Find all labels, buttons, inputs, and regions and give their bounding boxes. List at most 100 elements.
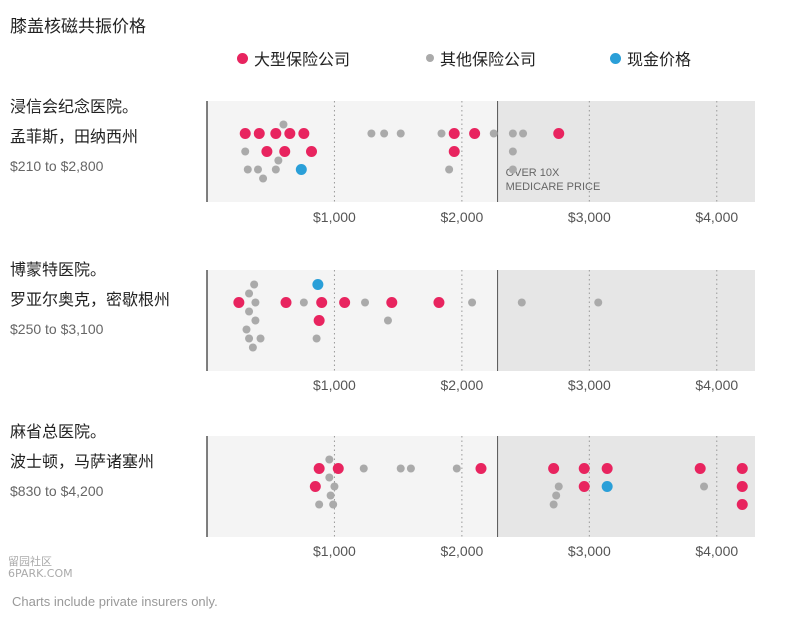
hospital-location: 孟菲斯，田纳西州 — [10, 127, 139, 146]
data-point-other — [489, 129, 498, 138]
data-point-large — [261, 146, 273, 157]
data-point-other — [241, 147, 250, 156]
x-tick-label: $3,000 — [568, 377, 611, 393]
data-point-cash — [312, 279, 324, 290]
data-point-large — [316, 297, 328, 308]
x-tick-label: $1,000 — [313, 209, 356, 225]
data-point-other — [700, 482, 709, 491]
data-point-large — [736, 463, 748, 474]
data-point-large — [239, 128, 251, 139]
x-tick-label: $4,000 — [695, 209, 738, 225]
data-point-large — [298, 128, 310, 139]
data-point-other — [245, 334, 254, 343]
legend-item-other-insurers: 其他保险公司 — [426, 46, 536, 70]
data-point-other — [359, 464, 368, 473]
legend-item-large-insurers: 大型保险公司 — [237, 46, 350, 70]
data-point-large — [448, 146, 460, 157]
data-point-other — [315, 500, 324, 509]
data-point-large — [548, 463, 560, 474]
data-point-other — [299, 298, 308, 307]
panel-label-3: 麻省总医院。 波士顿，马萨诸塞州 $830 to $4,200 — [10, 417, 154, 499]
data-point-other — [406, 464, 415, 473]
data-point-large — [578, 463, 590, 474]
data-point-other — [552, 491, 561, 500]
data-point-other — [452, 464, 461, 473]
data-point-other — [361, 298, 370, 307]
data-point-large — [475, 463, 487, 474]
data-point-other — [519, 129, 528, 138]
data-point-large — [332, 463, 344, 474]
data-point-large — [694, 463, 706, 474]
data-point-other — [508, 165, 517, 174]
data-point-large — [448, 128, 460, 139]
x-tick-label: $1,000 — [313, 543, 356, 559]
data-point-other — [445, 165, 454, 174]
data-point-other — [508, 129, 517, 138]
data-point-other — [256, 334, 265, 343]
data-point-other — [245, 289, 254, 298]
data-point-other — [329, 500, 338, 509]
data-point-large — [736, 499, 748, 510]
footnote: Charts include private insurers only. — [12, 594, 218, 609]
data-point-other — [325, 455, 334, 464]
data-point-other — [245, 307, 254, 316]
data-point-large — [270, 128, 282, 139]
watermark-line: 6PARK.COM — [8, 567, 73, 580]
panel-label-1: 浸信会纪念医院。 孟菲斯，田纳西州 $210 to $2,800 — [10, 92, 138, 174]
data-point-large — [253, 128, 265, 139]
x-tick-label: $3,000 — [568, 209, 611, 225]
data-point-other — [468, 298, 477, 307]
data-point-other — [330, 482, 339, 491]
data-point-other — [259, 174, 268, 183]
data-point-large — [280, 297, 292, 308]
legend-label: 大型保险公司 — [254, 50, 351, 69]
data-point-other — [248, 343, 257, 352]
data-point-large — [553, 128, 565, 139]
legend-dot-icon — [610, 52, 621, 64]
data-point-other — [243, 165, 252, 174]
data-point-large — [279, 146, 291, 157]
watermark: 留园社区 6PARK.COM — [8, 556, 73, 580]
data-point-large — [306, 146, 318, 157]
data-point-cash — [295, 164, 307, 175]
shaded-region-over-10x — [497, 101, 755, 202]
data-point-other — [253, 165, 262, 174]
data-point-large — [601, 463, 613, 474]
data-point-other — [380, 129, 389, 138]
x-tick-label: $3,000 — [568, 543, 611, 559]
panel-label-2: 博蒙特医院。 罗亚尔奥克，密歇根州 $250 to $3,100 — [10, 255, 170, 337]
data-point-other — [396, 464, 405, 473]
data-point-cash — [601, 481, 613, 492]
price-range: $210 to $2,800 — [10, 158, 104, 174]
data-point-other — [508, 147, 517, 156]
data-point-other — [250, 280, 259, 289]
hospital-name: 浸信会纪念医院。 — [10, 97, 139, 116]
data-point-other — [325, 473, 334, 482]
watermark-line: 留园社区 — [8, 555, 52, 568]
legend: 大型保险公司 其他保险公司 现金价格 — [0, 46, 800, 70]
shaded-region-over-10x — [497, 436, 755, 537]
x-tick-label: $2,000 — [440, 377, 483, 393]
data-point-other — [594, 298, 603, 307]
data-point-other — [517, 298, 526, 307]
data-point-large — [233, 297, 245, 308]
legend-dot-icon — [237, 52, 248, 64]
data-point-large — [313, 315, 325, 326]
data-point-other — [554, 482, 563, 491]
data-point-large — [313, 463, 325, 474]
shade-label: OVER 10X — [506, 167, 560, 179]
hospital-name: 麻省总医院。 — [10, 422, 107, 441]
chart-title: 膝盖核磁共振价格 — [10, 17, 146, 37]
data-point-other — [251, 298, 260, 307]
data-point-other — [549, 500, 558, 509]
data-point-large — [386, 297, 398, 308]
price-range: $250 to $3,100 — [10, 321, 104, 337]
data-point-other — [242, 325, 251, 334]
x-tick-label: $2,000 — [440, 209, 483, 225]
data-point-other — [383, 316, 392, 325]
legend-item-cash-price: 现金价格 — [610, 46, 691, 70]
shaded-region-over-10x — [497, 270, 755, 371]
data-point-other — [312, 334, 321, 343]
hospital-location: 波士顿，马萨诸塞州 — [10, 452, 155, 471]
